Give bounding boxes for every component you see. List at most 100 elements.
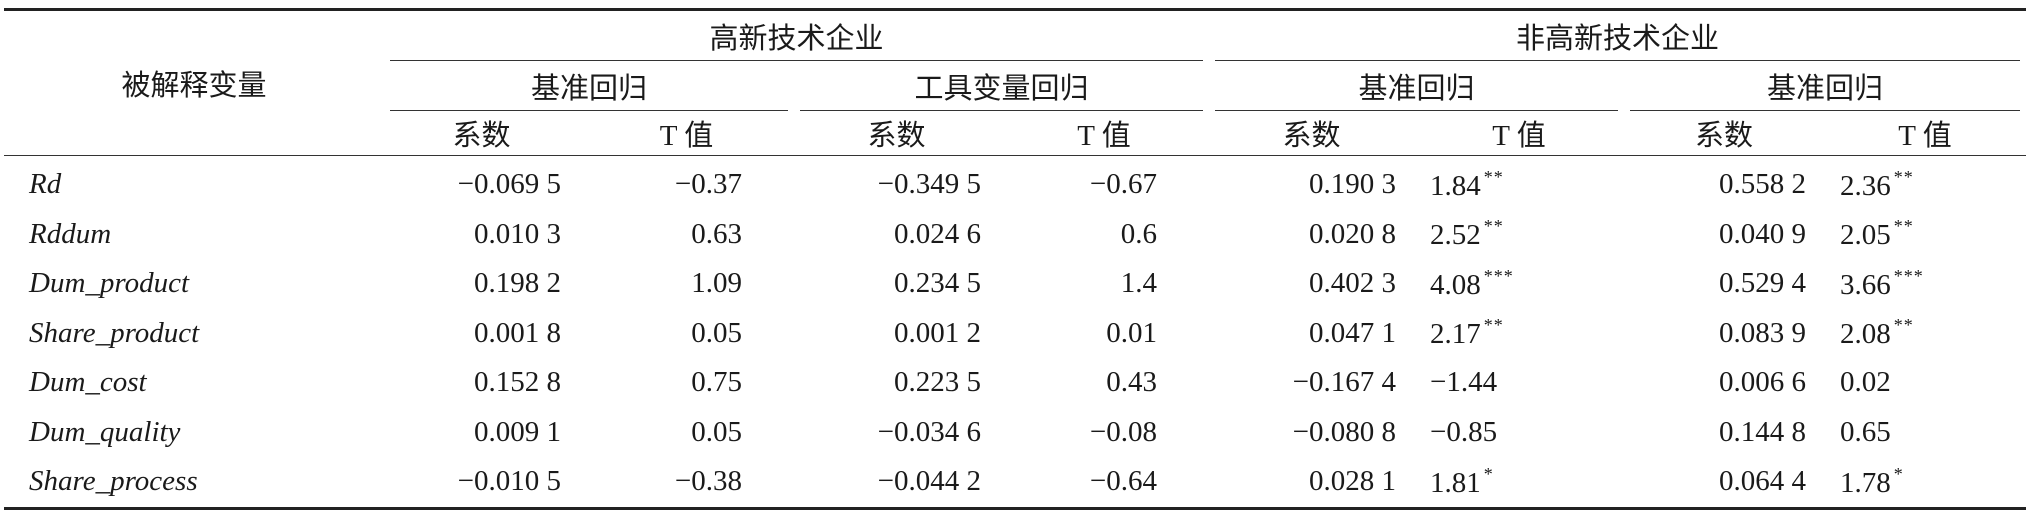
coef-cell: 0.223 5 [794, 358, 999, 408]
row-label-header: 被解释变量 [4, 9, 384, 156]
t-value-cell: 1.78 * [1824, 457, 2026, 508]
variable-name-cell: Share_product [4, 309, 384, 359]
t-value-cell: −0.85 [1414, 408, 1624, 458]
variable-name-cell: Dum_product [4, 259, 384, 309]
t-value-cell: −0.37 [579, 156, 794, 210]
significance-marker: * [1483, 463, 1494, 484]
coef-header: 系数 [1209, 111, 1415, 156]
t-value-cell-value: 1.4 [1120, 267, 1158, 300]
coef-cell-value: −0.044 2 [877, 465, 981, 498]
coef-cell: 0.198 2 [384, 259, 579, 309]
t-value-cell: 0.02 [1824, 358, 2026, 408]
t-value-cell-value: 0.43 [1106, 366, 1158, 399]
t-value-cell: 1.81 * [1414, 457, 1624, 508]
coef-cell: 0.190 3 [1209, 156, 1414, 210]
t-value-cell: 0.6 [999, 210, 1209, 260]
coef-cell: 0.558 2 [1624, 156, 1824, 210]
coef-header: 系数 [794, 111, 999, 156]
t-value-cell: 3.66 *** [1824, 259, 2026, 309]
group-header-hightech: 高新技术企业 [384, 10, 1209, 62]
coef-cell-value: 0.028 1 [1309, 465, 1397, 498]
coef-cell-value: −0.069 5 [457, 168, 561, 201]
variable-name-cell: Share_process [4, 457, 384, 508]
variable-name-cell-value: Share_process [29, 465, 198, 498]
t-value-cell-value: 0.01 [1106, 316, 1158, 349]
table-body: Rd −0.069 5 −0.37 −0.349 5 −0.67 0.190 3 1.84 *… [4, 156, 2027, 508]
coef-cell-value: 0.047 1 [1309, 316, 1397, 349]
t-value-cell: 2.36 ** [1824, 156, 2026, 210]
coef-cell-value: 0.010 3 [474, 217, 561, 250]
subgroup-header-iv: 工具变量回归 [794, 61, 1209, 111]
variable-name-cell: Rd [4, 156, 384, 210]
significance-marker: ** [1483, 315, 1504, 336]
variable-name-cell-value: Dum_quality [29, 415, 181, 448]
coef-cell: 0.529 4 [1624, 259, 1824, 309]
table-row: Rd −0.069 5 −0.37 −0.349 5 −0.67 0.190 3 1.84 *… [4, 156, 2026, 210]
coef-cell-value: 0.083 9 [1719, 316, 1807, 349]
t-value-cell-value: 0.6 [1120, 217, 1158, 250]
t-value-cell: 0.43 [999, 358, 1209, 408]
t-value-cell: 4.08 *** [1414, 259, 1624, 309]
coef-cell-value: 0.009 1 [474, 415, 561, 448]
coef-header: 系数 [384, 111, 579, 156]
coef-cell: 0.001 2 [794, 309, 999, 359]
coef-cell: −0.349 5 [794, 156, 999, 210]
significance-marker: *** [1483, 265, 1514, 286]
t-value-cell-value: 0.05 [691, 316, 742, 349]
significance-marker: *** [1893, 265, 1924, 286]
coef-cell: 0.083 9 [1624, 309, 1824, 359]
subgroup-header-baseline-3: 基准回归 [1624, 61, 2026, 111]
coef-cell: −0.034 6 [794, 408, 999, 458]
t-value-cell-value: 1.78 [1840, 466, 1891, 499]
t-value-cell: −0.08 [999, 408, 1209, 458]
t-value-cell: −0.38 [579, 457, 794, 508]
significance-marker: ** [1483, 216, 1504, 237]
table-row: Dum_cost 0.152 8 0.75 0.223 5 0.43 −0.167 4 −1… [4, 358, 2026, 408]
t-value-cell: 2.17 ** [1414, 309, 1624, 359]
regression-table: 被解释变量 高新技术企业 非高新技术企业 基准回归 工具变量回归 基准回归 基准… [4, 8, 2027, 510]
variable-name-cell-value: Rddum [29, 217, 112, 250]
t-value-cell: 2.52 ** [1414, 210, 1624, 260]
table-row: Share_product 0.001 8 0.05 0.001 2 0.01 0.047… [4, 309, 2026, 359]
coef-cell: 0.028 1 [1209, 457, 1414, 508]
significance-marker: * [1893, 463, 1904, 484]
t-value-cell-value: 0.02 [1840, 366, 1891, 399]
t-value-cell: 0.01 [999, 309, 1209, 359]
t-value-cell: 2.08 ** [1824, 309, 2026, 359]
coef-cell-value: 0.006 6 [1719, 366, 1807, 399]
subgroup-header-baseline-1: 基准回归 [384, 61, 794, 111]
t-header: T 值 [1824, 111, 2027, 156]
t-value-cell-value: 0.65 [1840, 415, 1891, 448]
t-value-cell-value: 2.05 [1840, 219, 1891, 252]
coef-cell-value: 0.223 5 [894, 366, 981, 399]
t-value-cell-value: 4.08 [1430, 268, 1481, 301]
t-value-cell-value: 0.75 [691, 366, 742, 399]
table-row: Dum_quality 0.009 1 0.05 −0.034 6 −0.08 −0.08… [4, 408, 2026, 458]
coef-cell-value: 0.040 9 [1719, 217, 1807, 250]
coef-cell-value: 0.234 5 [894, 267, 981, 300]
coef-cell-value: 0.144 8 [1719, 415, 1807, 448]
coef-cell: 0.006 6 [1624, 358, 1824, 408]
t-header: T 值 [999, 111, 1210, 156]
coef-cell-value: −0.167 4 [1292, 366, 1397, 399]
coef-cell-value: 0.152 8 [474, 366, 561, 399]
coef-cell-value: −0.010 5 [457, 465, 561, 498]
t-value-cell-value: −0.64 [1089, 465, 1158, 498]
variable-name-cell-value: Dum_cost [29, 366, 147, 399]
variable-name-cell-value: Share_product [29, 316, 200, 349]
coef-cell: 0.152 8 [384, 358, 579, 408]
t-value-cell-value: −0.08 [1089, 415, 1158, 448]
subgroup-header-baseline-2: 基准回归 [1209, 61, 1624, 111]
coef-cell: 0.040 9 [1624, 210, 1824, 260]
coef-cell: −0.069 5 [384, 156, 579, 210]
variable-name-cell-value: Rd [29, 168, 62, 201]
significance-marker: ** [1483, 166, 1504, 187]
coef-cell: −0.044 2 [794, 457, 999, 508]
significance-marker: ** [1893, 216, 1914, 237]
coef-cell-value: −0.080 8 [1292, 415, 1397, 448]
coef-cell-value: 0.558 2 [1719, 168, 1807, 201]
t-header: T 值 [1414, 111, 1625, 156]
table-row: Dum_product 0.198 2 1.09 0.234 5 1.4 0.402 3 4… [4, 259, 2026, 309]
coef-cell: −0.167 4 [1209, 358, 1414, 408]
